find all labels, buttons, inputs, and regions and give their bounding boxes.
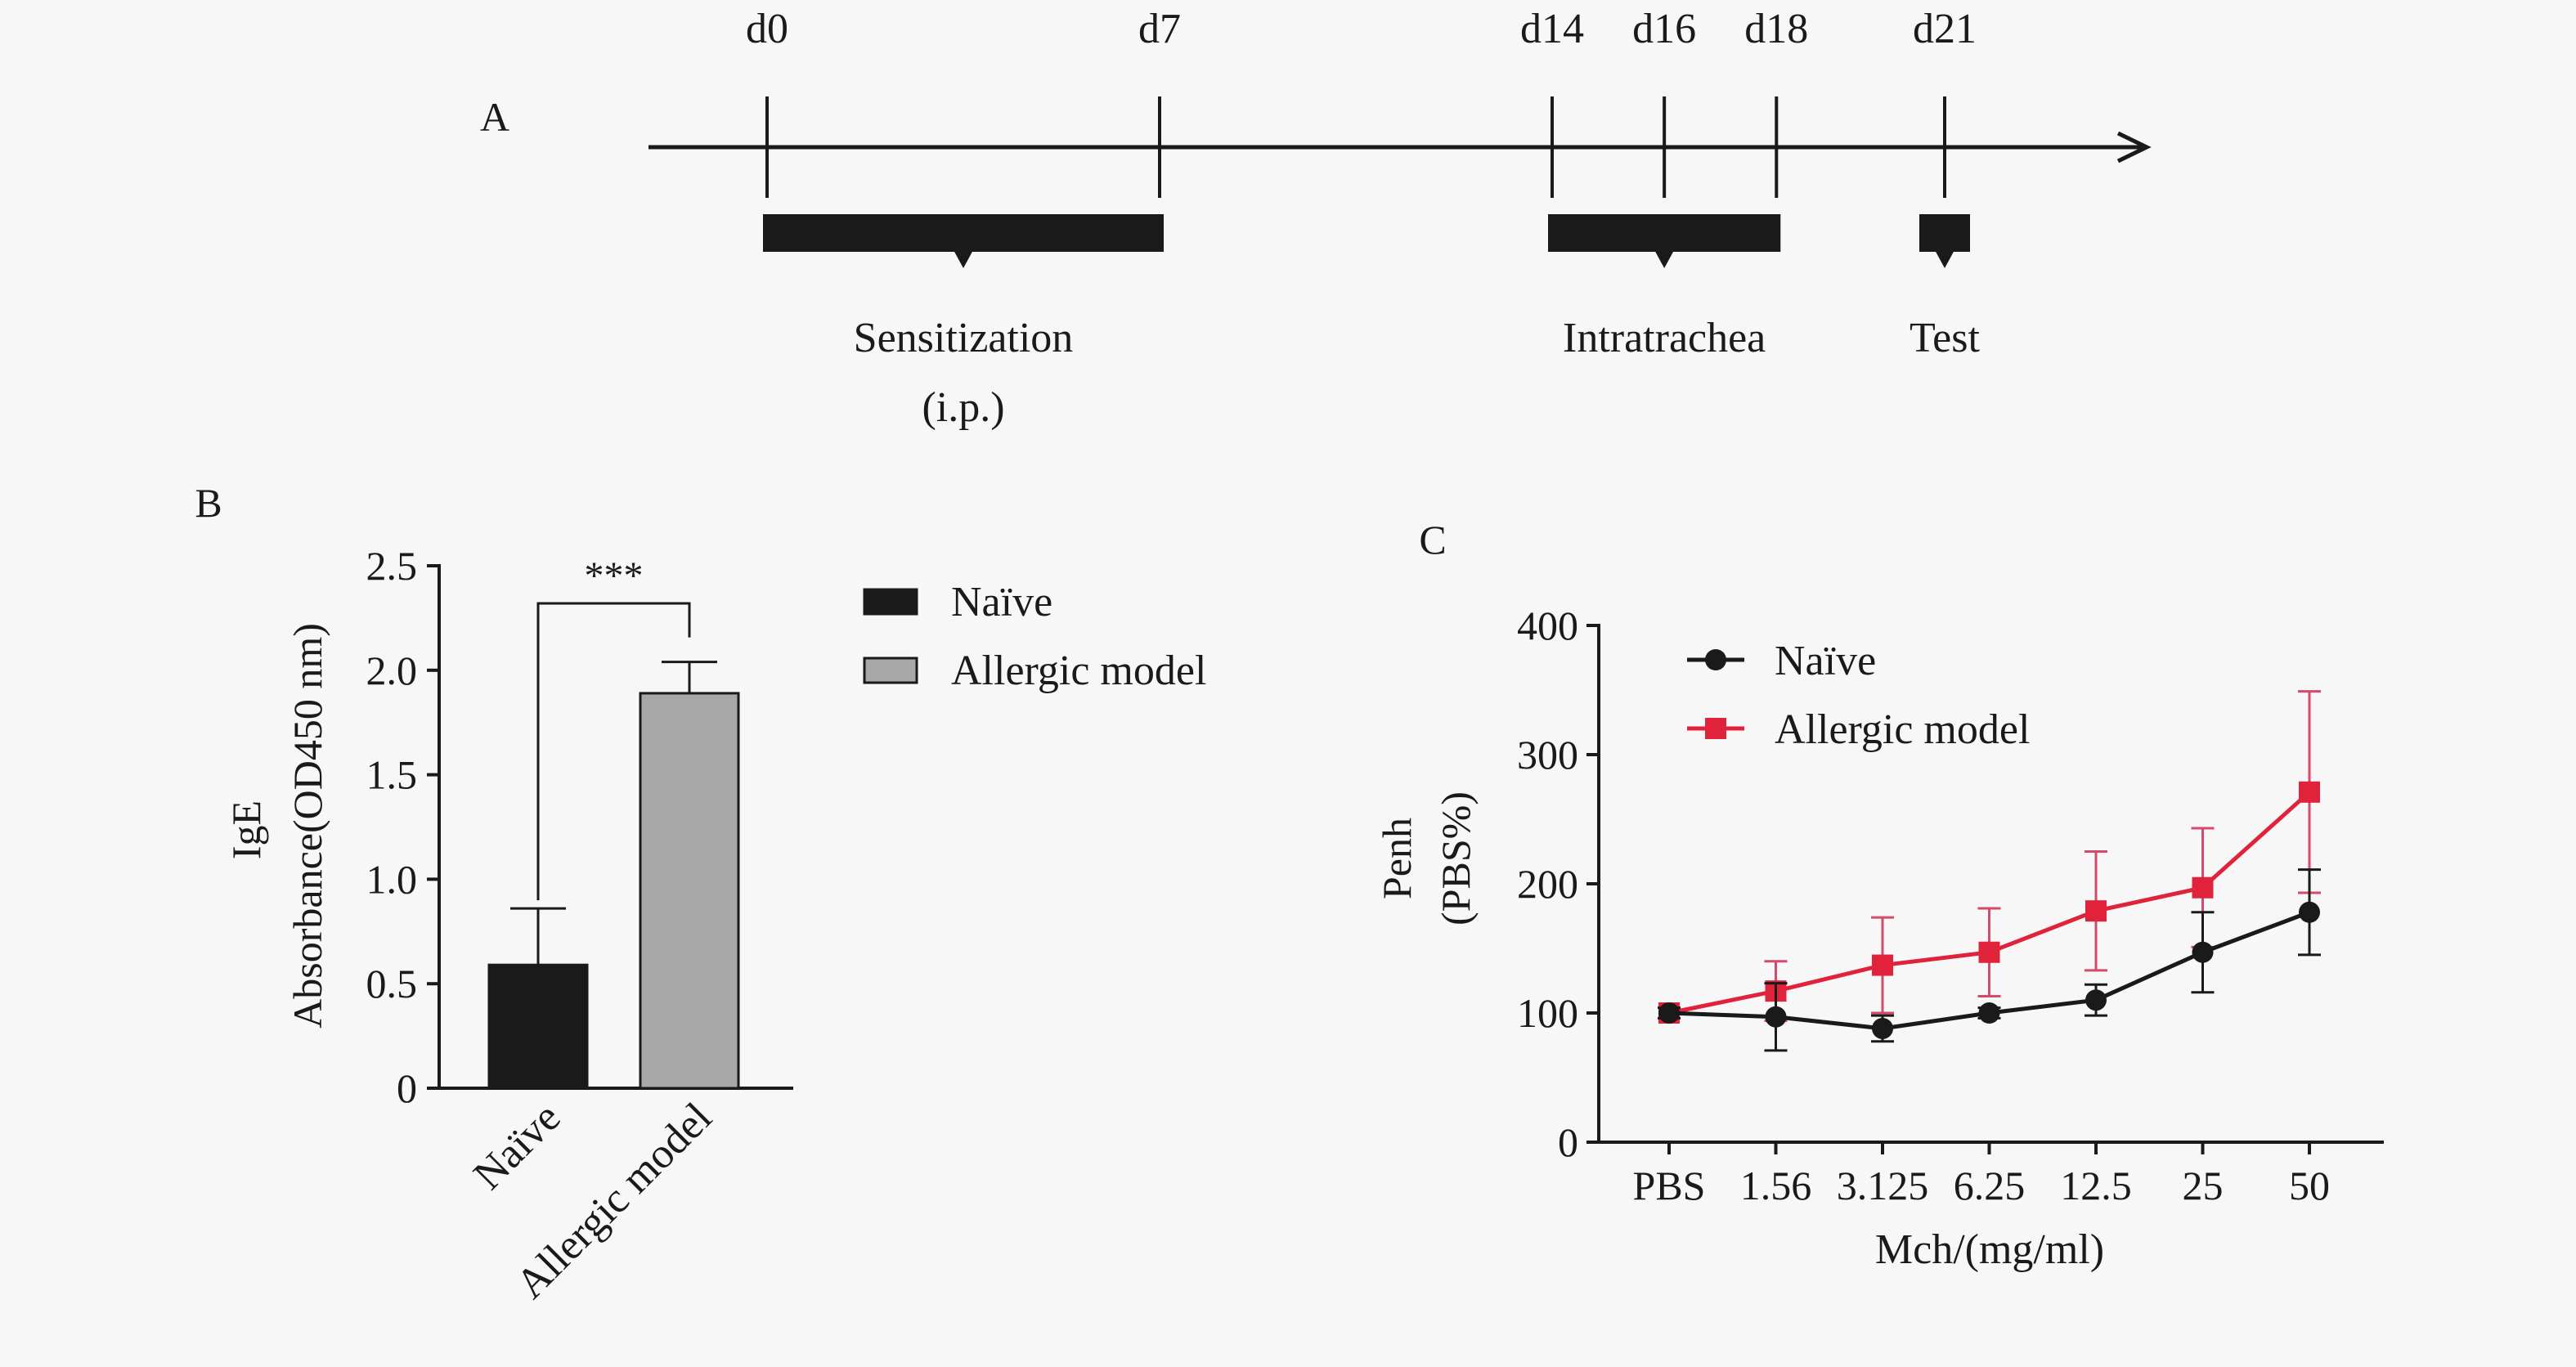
line-point-circle bbox=[1765, 1006, 1787, 1028]
line-y-axis-label: Penh bbox=[1374, 818, 1420, 899]
line-point-circle bbox=[2299, 901, 2320, 923]
line-x-tick-label: 12.5 bbox=[2060, 1163, 2132, 1208]
bar-legend-label: Naïve bbox=[951, 579, 1052, 625]
timeline-phase-marker bbox=[954, 250, 973, 268]
timeline-phase-label: Intratrachea bbox=[1563, 315, 1766, 361]
bar-legend-swatch bbox=[863, 588, 918, 616]
line-legend-marker-circle bbox=[1705, 649, 1726, 670]
timeline-phase-bar bbox=[1548, 214, 1781, 252]
line-point-square bbox=[1978, 941, 2000, 963]
bar bbox=[639, 692, 740, 1090]
timeline-phase-label: Sensitization bbox=[854, 315, 1074, 361]
line-x-tick-label: 50 bbox=[2289, 1163, 2330, 1208]
line-chart-panel: C 0 100 200 300 400 PBS 1.56 3.125 6.25 12.5 25 50… bbox=[1374, 517, 2384, 1273]
line-x-tick-label: 25 bbox=[2183, 1163, 2224, 1208]
bar-legend-label: Allergic model bbox=[951, 648, 1206, 694]
line-point-circle bbox=[1872, 1017, 1893, 1039]
line-series-naive bbox=[1658, 868, 2321, 1052]
timeline-panel: A d0 d7 d14 d16 d18 d21 Sensitization (i.p.) In… bbox=[480, 6, 2152, 431]
line-x-tick-label: 3.125 bbox=[1837, 1163, 1929, 1208]
line-legend-marker-square bbox=[1705, 718, 1726, 739]
line-x-tick-label: PBS bbox=[1633, 1163, 1706, 1208]
line-y-tick-label: 0 bbox=[1558, 1119, 1578, 1165]
line-point-circle bbox=[2192, 941, 2214, 963]
bar bbox=[487, 963, 589, 1090]
line-point-circle bbox=[1978, 1002, 2000, 1024]
line-x-tick-label: 1.56 bbox=[1740, 1163, 1812, 1208]
timeline-day-label: d16 bbox=[1632, 6, 1696, 52]
bar-y-tick-label: 1.5 bbox=[366, 752, 418, 798]
significance-bracket bbox=[536, 602, 691, 901]
line-legend-label: Naïve bbox=[1775, 638, 1876, 684]
line-point-square bbox=[1872, 954, 1893, 976]
timeline-phase-label: Test bbox=[1910, 315, 1980, 361]
line-point-square bbox=[2085, 900, 2107, 922]
timeline-phase-marker bbox=[1654, 250, 1675, 268]
line-point-circle bbox=[1658, 1002, 1680, 1024]
timeline-phase-bar bbox=[1919, 214, 1970, 252]
bar-y-tick-label: 2.0 bbox=[366, 648, 418, 693]
timeline-phase-marker bbox=[1935, 250, 1954, 268]
line-legend-label: Allergic model bbox=[1775, 706, 2030, 753]
panel-b-label: B bbox=[195, 480, 222, 526]
bar-y-axis-label: IgE bbox=[223, 800, 269, 859]
line-point-square bbox=[2299, 781, 2320, 803]
line-y-tick-label: 200 bbox=[1517, 861, 1578, 907]
line-x-axis-label: Mch/(mg/ml) bbox=[1875, 1226, 2104, 1273]
timeline-phase-sublabel: (i.p.) bbox=[922, 384, 1004, 431]
line-y-axis-label-units: (PBS%) bbox=[1433, 791, 1479, 926]
significance-stars: *** bbox=[585, 554, 644, 598]
line-y-tick-label: 300 bbox=[1517, 732, 1578, 778]
timeline-day-label: d18 bbox=[1744, 6, 1808, 52]
timeline-day-label: d21 bbox=[1913, 6, 1977, 52]
bar-y-tick-label: 2.5 bbox=[366, 543, 418, 589]
bar-y-tick-label: 1.0 bbox=[366, 856, 418, 902]
bar-y-tick-label: 0.5 bbox=[366, 961, 418, 1006]
timeline-day-label: d7 bbox=[1138, 6, 1181, 52]
panel-c-label: C bbox=[1419, 517, 1446, 562]
line-point-square bbox=[2192, 876, 2214, 899]
timeline-day-label: d0 bbox=[746, 6, 788, 52]
line-y-tick-label: 400 bbox=[1517, 603, 1578, 648]
line-point-circle bbox=[2085, 989, 2107, 1011]
timeline-arrowhead bbox=[2116, 131, 2152, 164]
bar-y-axis-label-units: Absorbance(OD450 nm) bbox=[285, 623, 330, 1029]
line-y-tick-label: 100 bbox=[1517, 990, 1578, 1036]
timeline-phase-bar bbox=[763, 214, 1164, 252]
panel-a-label: A bbox=[480, 94, 509, 140]
line-x-tick-label: 6.25 bbox=[1954, 1163, 2026, 1208]
bar-legend-swatch bbox=[863, 657, 918, 684]
timeline-day-label: d14 bbox=[1520, 6, 1584, 52]
bar-y-tick-label: 0 bbox=[397, 1065, 417, 1111]
